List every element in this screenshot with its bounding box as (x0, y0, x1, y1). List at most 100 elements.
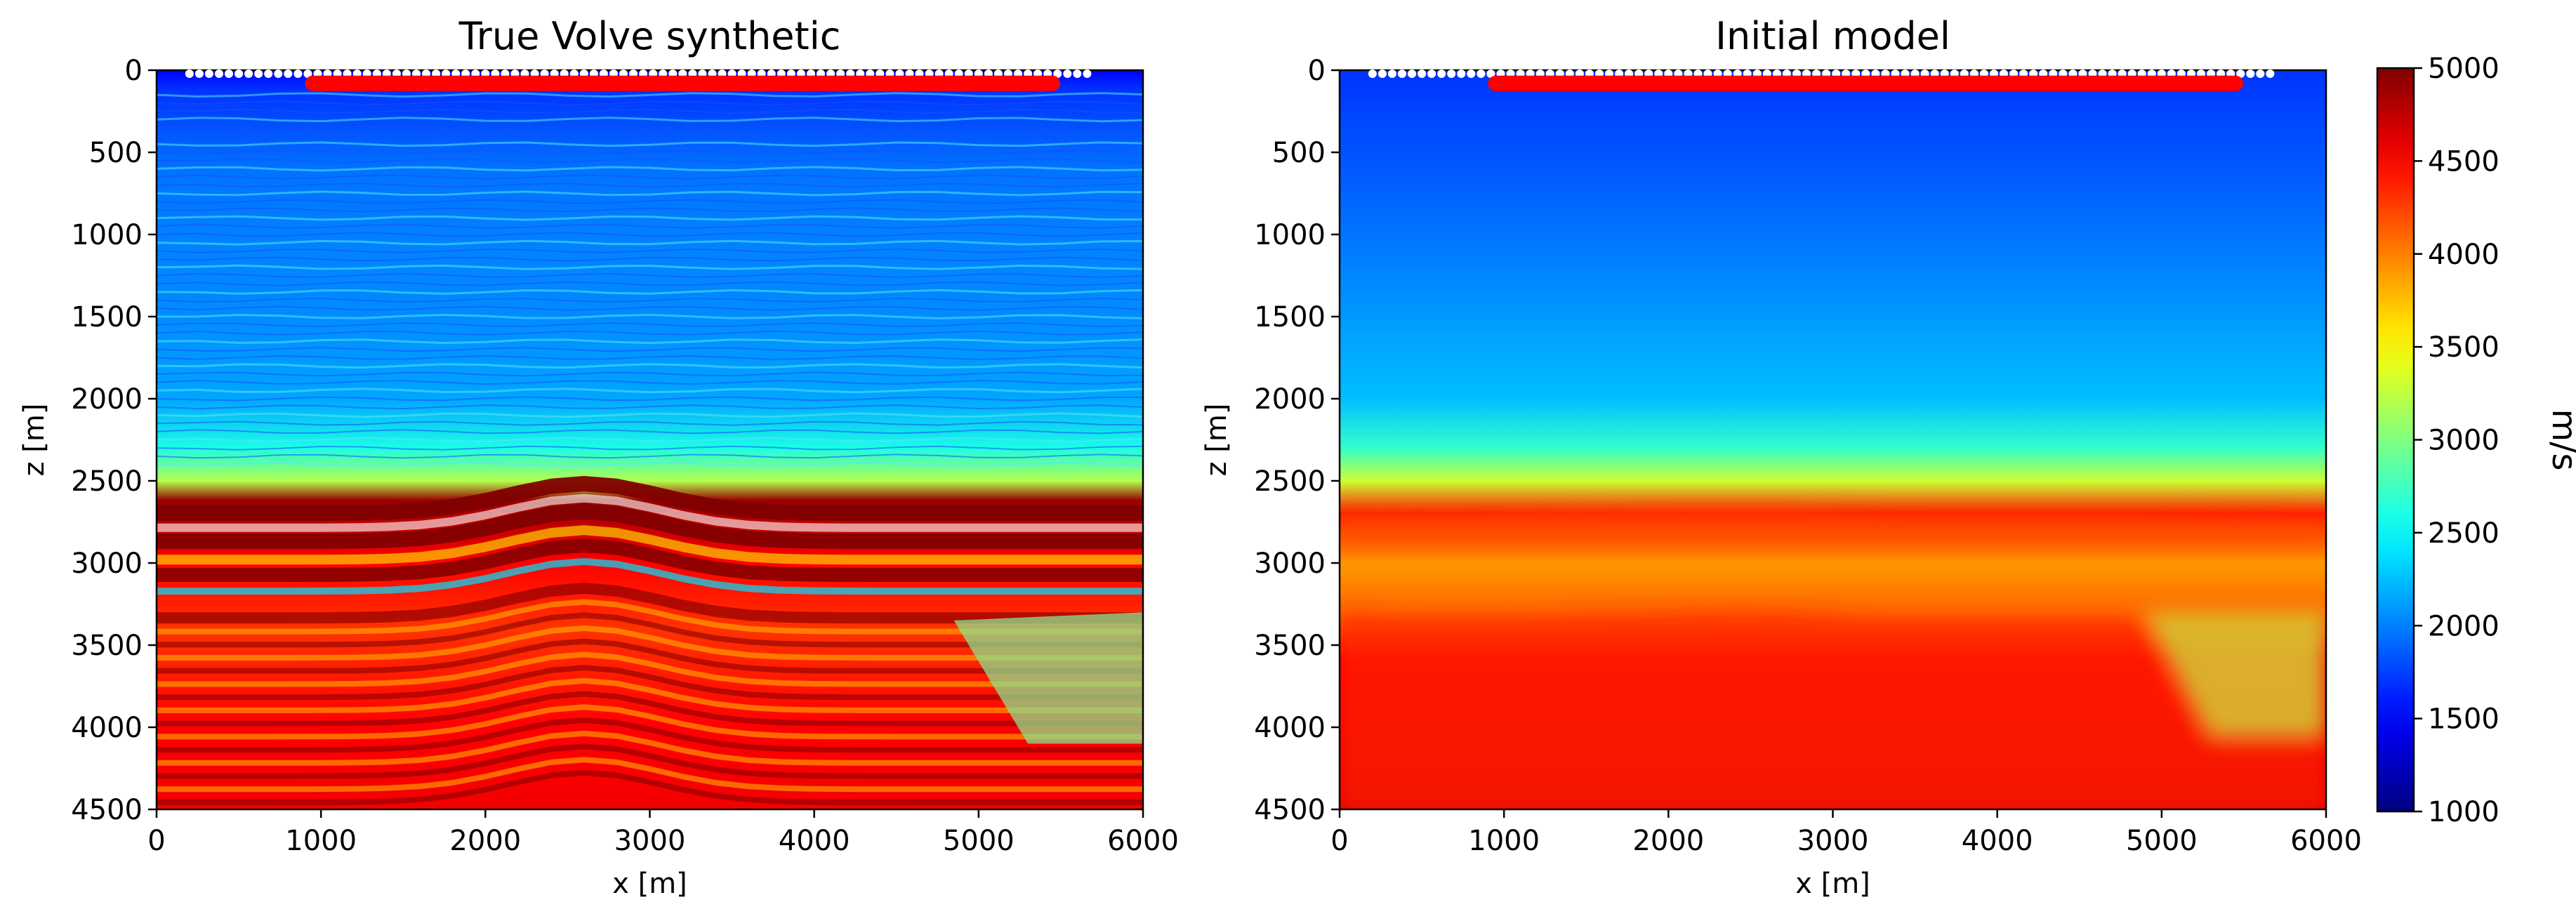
reflector-line (157, 232, 1143, 237)
reflector-line (157, 256, 1143, 262)
layer (1340, 506, 2326, 547)
receiver-marker (244, 69, 253, 78)
colorbar-tick-label: 4000 (2428, 239, 2499, 271)
reflector-line (157, 322, 1143, 328)
reflector-line (157, 190, 1143, 197)
reflector-line (157, 108, 1143, 114)
reflector-line (157, 239, 1143, 246)
reflector-line (157, 141, 1143, 147)
reservoir-band (157, 717, 1143, 753)
y-axis-label: z [m] (1201, 404, 1233, 477)
x-tick-label: 4000 (779, 825, 850, 857)
y-axis: 0 500 1000 1500 2000 2500 3000 3500 4000 4500 (71, 55, 157, 826)
reflector-line (157, 429, 1143, 435)
reflector-line (157, 396, 1143, 402)
colorbar-tick-label: 4500 (2428, 145, 2499, 178)
reflector-line (157, 387, 1143, 394)
receiver-marker (194, 69, 204, 78)
chart-title: True Volve synthetic (458, 14, 841, 58)
receiver-marker (185, 69, 194, 78)
y-axis: 0 500 1000 1500 2000 2500 3000 3500 4000 4500 (1254, 55, 1340, 826)
reflector-line (157, 461, 1143, 468)
reflector-line (157, 330, 1143, 336)
reservoir-band (157, 743, 1143, 779)
receiver-marker (1477, 69, 1486, 78)
x-tick-label: 4000 (1962, 825, 2033, 857)
y-tick-label: 1000 (1254, 219, 1326, 251)
receiver-marker (225, 69, 233, 78)
x-tick-label: 5000 (2126, 825, 2198, 857)
colorbar-tick-label: 2500 (2428, 517, 2499, 550)
receiver-marker (1053, 69, 1062, 78)
reflector-line (157, 371, 1143, 377)
colorbar: 1000 1500 2000 2500 3000 3500 4000 4500 5000 m/s (2376, 53, 2576, 828)
colorbar-ticks: 1000 1500 2000 2500 3000 3500 4000 4500 5000 (2414, 53, 2499, 828)
reflector-line (157, 100, 1143, 106)
receiver-marker (1418, 69, 1427, 78)
x-tick-label: 3000 (1797, 825, 1869, 857)
y-tick-label: 3500 (71, 630, 143, 662)
reflector-line (157, 133, 1143, 139)
x-tick-label: 1000 (285, 825, 357, 857)
colorbar-tick-label: 1000 (2428, 796, 2499, 828)
reflector-line (157, 313, 1143, 320)
receiver-marker (1457, 69, 1466, 78)
receiver-marker (254, 69, 263, 78)
y-tick-label: 3000 (71, 548, 143, 580)
reflector-line (157, 207, 1143, 213)
plot-area (1340, 70, 2326, 809)
reflector-line (157, 223, 1143, 229)
reflector-line (157, 174, 1143, 180)
reflector-line (157, 117, 1143, 123)
reservoir-band (157, 558, 1143, 595)
reflector-line (157, 380, 1143, 385)
x-axis: 0 1000 2000 3000 4000 5000 6000 (1330, 809, 2362, 857)
receiver-marker (2266, 69, 2275, 78)
reflector-line (157, 264, 1143, 270)
reflector-line (157, 272, 1143, 279)
x-tick-label: 5000 (943, 825, 1015, 857)
colorbar-tick-label: 3500 (2428, 331, 2499, 364)
y-tick-label: 4000 (1254, 712, 1326, 744)
receiver-marker (1486, 69, 1495, 78)
reflector-layers (157, 92, 1143, 805)
x-axis-label: x [m] (1795, 868, 1870, 900)
x-axis: 0 1000 2000 3000 4000 5000 6000 (147, 809, 1179, 857)
reservoir-band (157, 538, 1143, 582)
x-tick-label: 3000 (614, 825, 686, 857)
reflector-line (157, 437, 1143, 443)
colorbar-tick-label: 3000 (2428, 425, 2499, 457)
reflector-line (157, 166, 1143, 172)
receiver-marker (303, 69, 312, 78)
reservoir-band (157, 476, 1143, 522)
y-axis-label: z [m] (18, 404, 51, 477)
receiver-marker (235, 69, 244, 78)
colorbar-tick-label: 5000 (2428, 53, 2499, 85)
y-tick-label: 3500 (1254, 630, 1326, 662)
colorbar-tick-label: 2000 (2428, 610, 2499, 642)
y-tick-label: 2500 (71, 465, 143, 498)
colorbar-gradient (2376, 67, 2415, 813)
receiver-marker (264, 69, 273, 78)
reservoir-band (157, 503, 1143, 549)
receiver-marker (1387, 69, 1396, 78)
y-tick-label: 1500 (71, 301, 143, 333)
y-tick-label: 1500 (1254, 301, 1326, 333)
reflector-line (157, 338, 1143, 345)
x-tick-label: 0 (1330, 825, 1348, 857)
receiver-marker (1467, 69, 1476, 78)
receiver-marker (1378, 69, 1387, 78)
fault-block (953, 612, 1143, 744)
smooth-structure (1340, 506, 2326, 809)
reflector-line (157, 298, 1143, 303)
y-tick-label: 4500 (1254, 794, 1326, 826)
reflector-line (157, 158, 1143, 164)
reservoir-band (157, 583, 1143, 624)
panel-true-volve: True Volve synthetic 0 1000 2000 3000 4000 50… (18, 14, 1179, 900)
plot-area (157, 70, 1143, 809)
x-tick-label: 2000 (449, 825, 521, 857)
receiver-marker (284, 69, 293, 78)
x-tick-label: 6000 (2290, 825, 2362, 857)
receiver-marker (1427, 69, 1436, 78)
